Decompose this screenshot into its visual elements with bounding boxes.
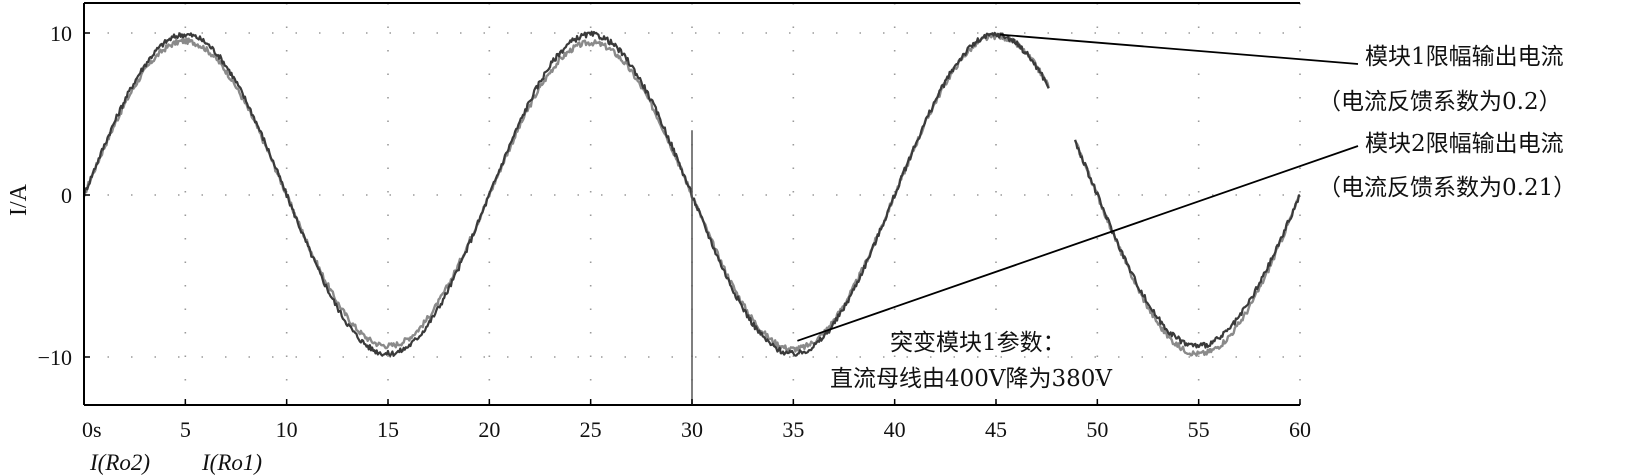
annotation-2-line-2: （电流反馈系数为0.21） xyxy=(1318,175,1576,201)
x-tick-label: 15 xyxy=(377,417,399,442)
x-tick-label: 25 xyxy=(580,417,602,442)
annotation-3-line-1: 突变模块1参数： xyxy=(890,330,1066,356)
annotations: 模块1限幅输出电流 （电流反馈系数为0.2） 模块2限幅输出电流 （电流反馈系数… xyxy=(797,33,1576,392)
x-tick-label: 10 xyxy=(276,417,298,442)
legend-series-1: I(Ro2) xyxy=(89,450,150,475)
legend-series-2: I(Ro1) xyxy=(201,450,262,475)
series-layer xyxy=(82,30,1302,357)
tick-labels: 0s 5 10 15 20 25 30 35 40 45 50 55 60 10 0 −10 xyxy=(38,21,1311,442)
annotation-1-leader xyxy=(999,33,1359,65)
y-tick-label: −10 xyxy=(38,345,72,370)
series-2-line-segment-2 xyxy=(1074,139,1301,349)
x-tick-label: 35 xyxy=(782,417,804,442)
annotation-2-line-1: 模块2限幅输出电流 xyxy=(1365,131,1564,157)
annotation-2-leader xyxy=(797,145,1359,342)
annotation-1-line-2: （电流反馈系数为0.2） xyxy=(1318,89,1562,115)
x-tick-label: 30 xyxy=(681,417,703,442)
y-tick-label: 0 xyxy=(61,183,72,208)
y-axis-label: I/A xyxy=(6,183,32,216)
annotation-1-line-1: 模块1限幅输出电流 xyxy=(1365,44,1564,70)
x-tick-label: 60 xyxy=(1289,417,1311,442)
x-tick-label: 0s xyxy=(82,417,102,442)
x-tick-label: 5 xyxy=(180,417,191,442)
x-tick-label: 45 xyxy=(985,417,1007,442)
annotation-3-line-2: 直流母线由400V降为380V xyxy=(830,366,1112,392)
legend: I(Ro2) I(Ro1) xyxy=(89,450,262,475)
x-tick-label: 55 xyxy=(1188,417,1210,442)
x-tick-label: 50 xyxy=(1086,417,1108,442)
x-tick-label: 20 xyxy=(478,417,500,442)
series-2-line-segment-1 xyxy=(82,30,1050,357)
x-tick-label: 40 xyxy=(884,417,906,442)
series-1-line-segment-2 xyxy=(1073,139,1302,357)
y-tick-label: 10 xyxy=(50,21,72,46)
